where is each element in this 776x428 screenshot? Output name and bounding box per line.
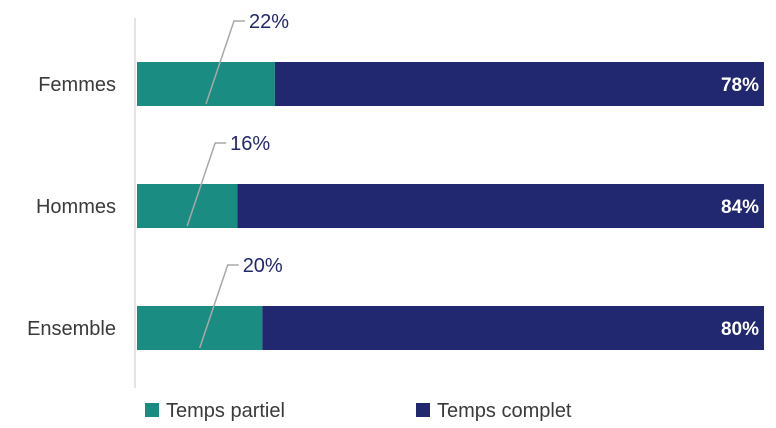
- bar-temps-partiel-hommes: [137, 184, 238, 228]
- legend: Temps partiel Temps complet: [145, 400, 572, 422]
- bars-group: [137, 62, 764, 350]
- bar-temps-complet-femmes: [274, 62, 764, 106]
- bar-temps-partiel-ensemble: [137, 306, 263, 350]
- leader-line-temps-partiel-femmes: [205, 20, 245, 105]
- bar-temps-complet-hommes: [237, 184, 764, 228]
- leader-line-temps-partiel-ensemble: [198, 264, 239, 349]
- value-label-temps-complet-ensemble: 80%: [721, 319, 759, 340]
- category-label-ensemble: Ensemble: [27, 318, 116, 340]
- category-labels-group: Femmes Hommes Ensemble: [27, 74, 116, 340]
- value-label-temps-partiel-hommes: 16%: [230, 133, 270, 155]
- leader-line-temps-partiel-hommes: [186, 142, 227, 227]
- legend-swatch-temps-partiel: [145, 403, 159, 417]
- legend-swatch-temps-complet: [416, 403, 430, 417]
- category-label-femmes: Femmes: [38, 74, 116, 96]
- legend-label-temps-complet: Temps complet: [437, 400, 572, 422]
- value-label-temps-complet-femmes: 78%: [721, 75, 759, 96]
- category-label-hommes: Hommes: [36, 196, 116, 218]
- value-label-temps-partiel-ensemble: 20%: [243, 255, 283, 277]
- value-label-temps-partiel-femmes: 22%: [249, 11, 289, 33]
- bar-temps-complet-ensemble: [262, 306, 764, 350]
- value-labels-group: 78% 22% 84% 16% 80% 20%: [186, 11, 759, 349]
- legend-label-temps-partiel: Temps partiel: [166, 400, 285, 422]
- value-label-temps-complet-hommes: 84%: [721, 197, 759, 218]
- bar-temps-partiel-femmes: [137, 62, 275, 106]
